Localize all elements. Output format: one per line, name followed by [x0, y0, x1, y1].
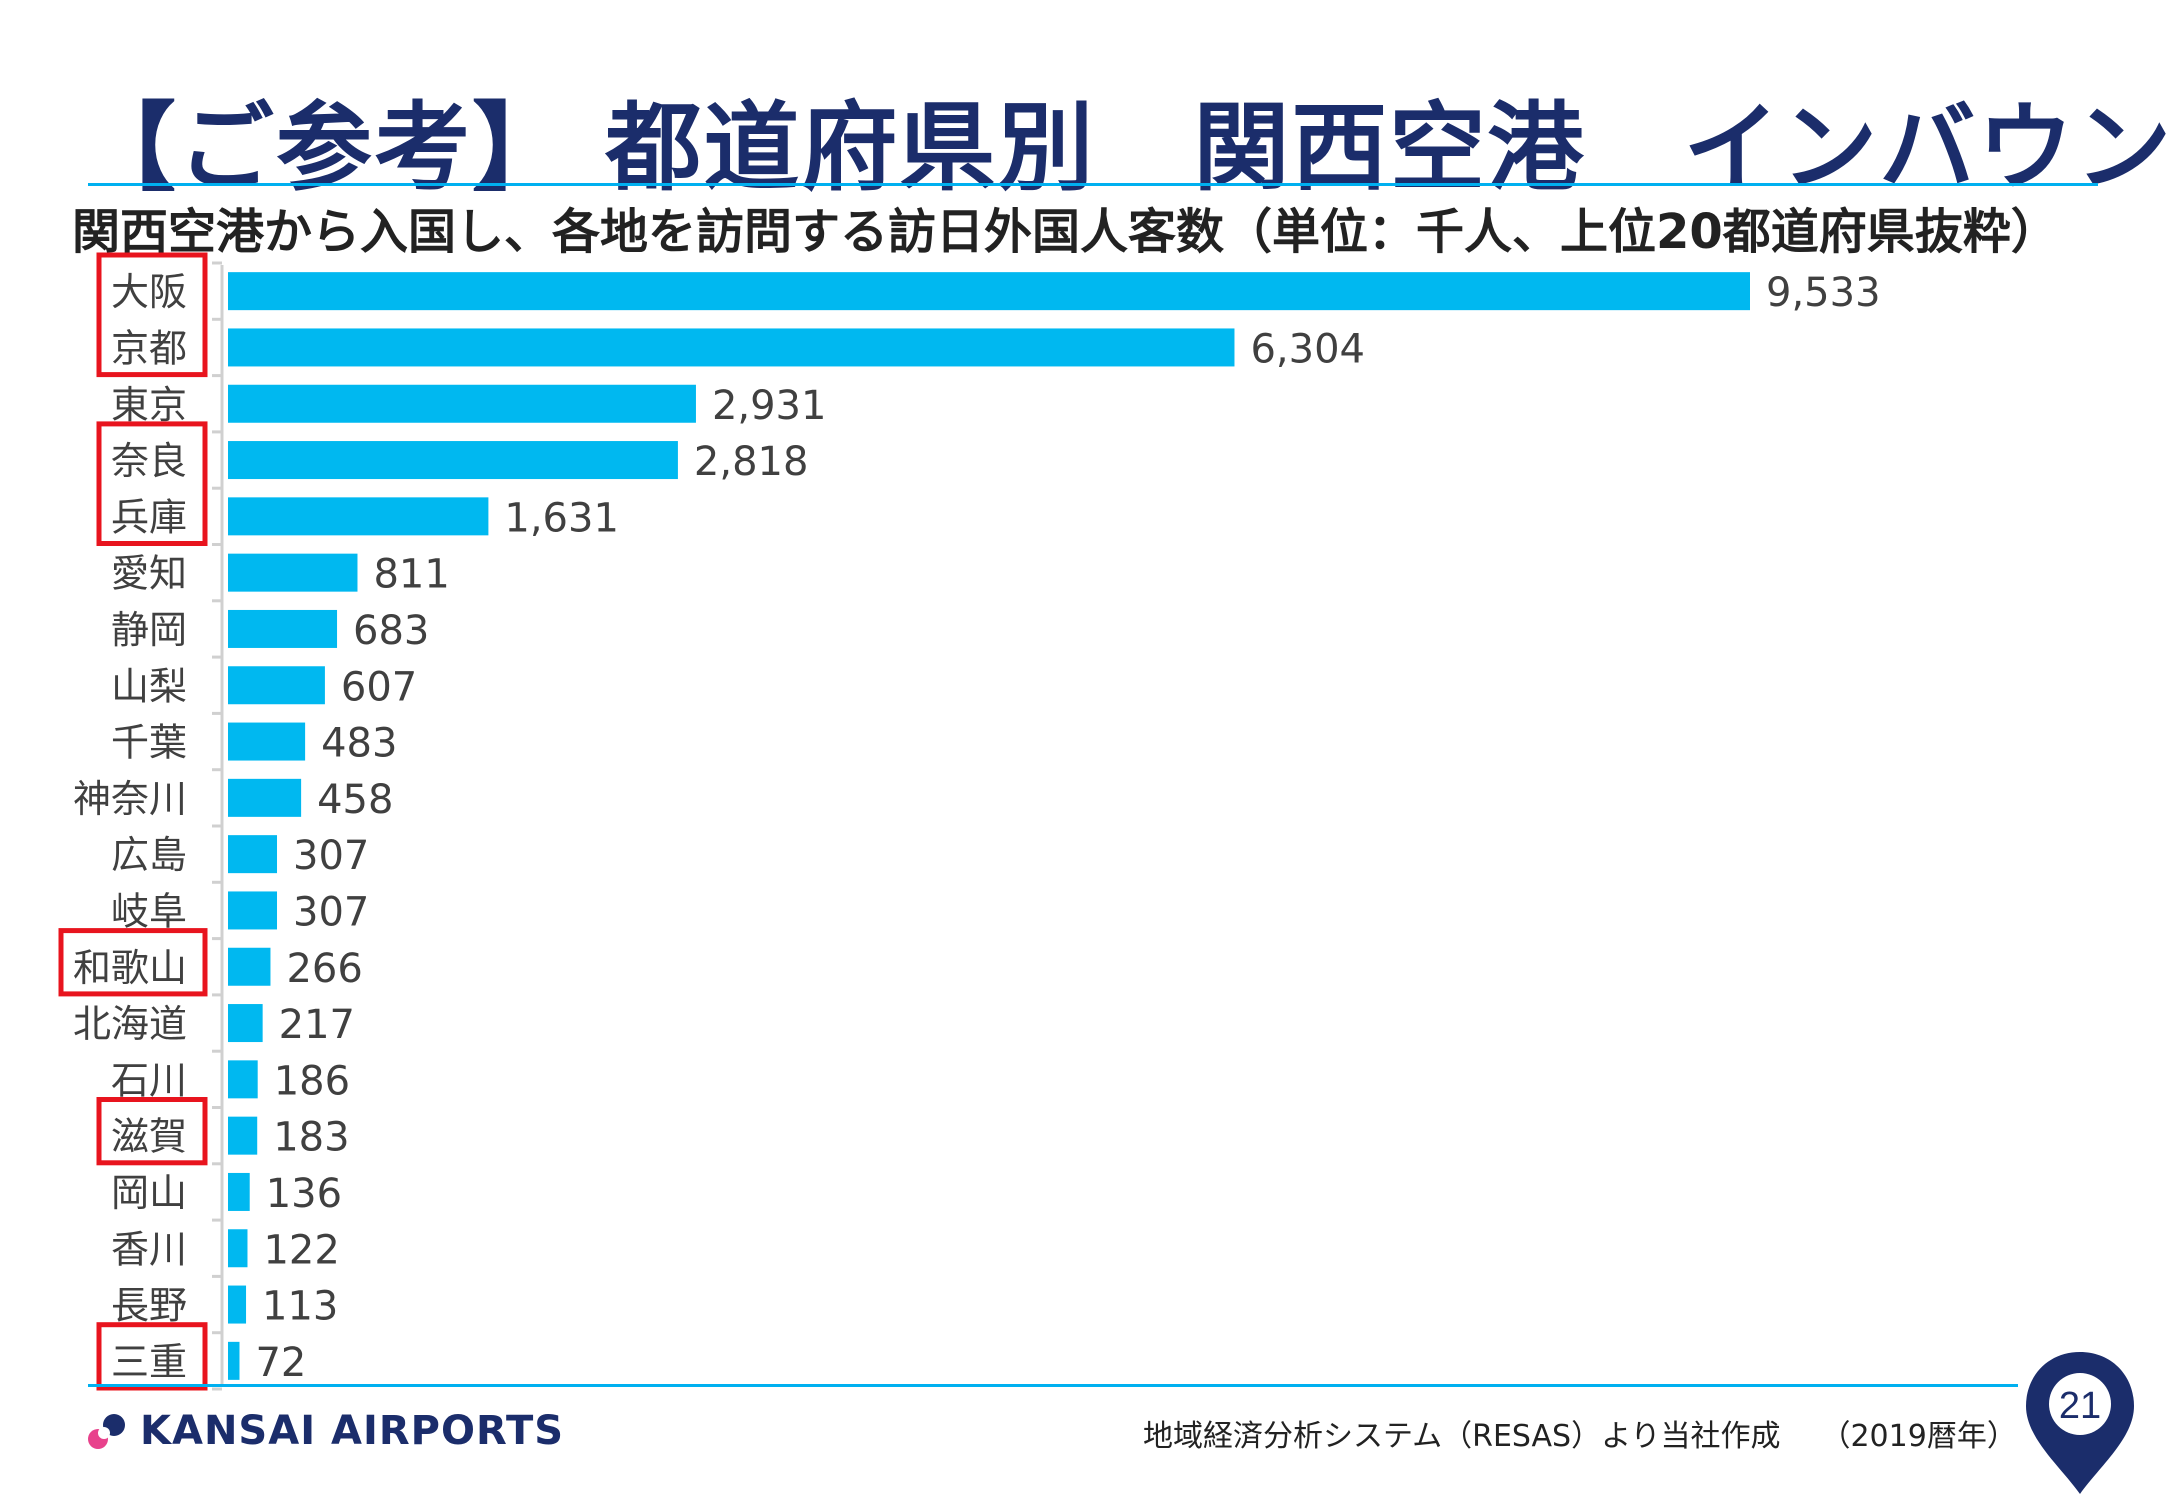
bar-北海道	[228, 1004, 263, 1043]
bar-滋賀	[228, 1116, 258, 1155]
source-year: （2019暦年）	[1820, 1419, 2017, 1454]
highlight-box	[96, 421, 208, 546]
bar-京都	[228, 328, 1235, 367]
logo-text: KANSAI AIRPORTS	[140, 1408, 565, 1454]
chart-subtitle: 関西空港から入国し、各地を訪問する訪日外国人客数（単位：千人、上位20都道府県抜…	[72, 204, 2059, 260]
bar-岡山	[228, 1172, 250, 1211]
value-label: 307	[293, 833, 369, 879]
category-label: 岡山	[111, 1171, 187, 1215]
bar-石川	[228, 1060, 258, 1099]
category-label: 長野	[111, 1284, 187, 1328]
category-label: 三重	[111, 1340, 187, 1384]
value-label: 186	[274, 1058, 350, 1104]
value-label: 122	[263, 1227, 339, 1273]
category-labels: 大阪京都東京奈良兵庫愛知静岡山梨千葉神奈川広島岐阜和歌山北海道石川滋賀岡山香川長…	[73, 270, 187, 1384]
kansai-airports-logo: KANSAI AIRPORTS	[86, 1408, 564, 1454]
category-label: 滋賀	[111, 1115, 187, 1159]
bar-神奈川	[228, 778, 302, 817]
category-label: 神奈川	[73, 777, 187, 821]
bar-大阪	[228, 272, 1750, 311]
value-label: 113	[262, 1284, 338, 1330]
bars	[228, 272, 1750, 1380]
category-label: 香川	[111, 1227, 187, 1271]
bar-香川	[228, 1229, 248, 1268]
highlight-box	[96, 1322, 208, 1391]
bar-三重	[228, 1341, 240, 1380]
highlight-box	[96, 252, 208, 378]
category-label: 山梨	[111, 664, 187, 708]
value-label: 6,304	[1250, 326, 1365, 372]
highlight-boxes	[58, 252, 208, 1391]
value-label: 217	[279, 1002, 355, 1048]
category-label: 京都	[111, 326, 187, 370]
value-label: 183	[273, 1115, 349, 1161]
category-label: 広島	[111, 833, 187, 877]
bar-東京	[228, 384, 696, 423]
value-label: 72	[255, 1340, 306, 1386]
category-label: 岐阜	[111, 889, 187, 933]
value-label: 307	[293, 889, 369, 935]
category-label: 兵庫	[111, 495, 187, 539]
page-number: 21	[2059, 1385, 2101, 1427]
value-label: 483	[321, 721, 397, 767]
bar-愛知	[228, 553, 358, 592]
bar-山梨	[228, 666, 325, 705]
category-label: 東京	[111, 383, 187, 427]
value-label: 458	[317, 777, 393, 823]
value-label: 136	[266, 1171, 342, 1217]
source-note: 地域経済分析システム（RESAS）より当社作成 （2019暦年）	[1143, 1411, 2017, 1455]
highlight-box	[58, 928, 208, 997]
page-number-pin-icon: 21	[2026, 1352, 2134, 1494]
footer-divider	[88, 1384, 2018, 1387]
category-label: 大阪	[111, 270, 187, 314]
logo-mark-icon	[88, 1414, 125, 1449]
category-label: 北海道	[73, 1002, 187, 1046]
bar-千葉	[228, 722, 306, 761]
bar-岐阜	[228, 891, 278, 930]
bar-広島	[228, 835, 278, 874]
category-label: 石川	[111, 1058, 187, 1102]
bar-兵庫	[228, 497, 489, 536]
source-text: 地域経済分析システム（RESAS）より当社作成	[1143, 1419, 1781, 1454]
value-label: 607	[341, 664, 417, 710]
value-label: 811	[373, 552, 449, 598]
value-labels: 9,533 6,304 2,931 2,818 1,631 811 683 607 483 458…	[255, 270, 1880, 1386]
category-label: 千葉	[111, 721, 187, 765]
bar-奈良	[228, 441, 678, 480]
category-label: 静岡	[111, 608, 187, 652]
bar-長野	[228, 1285, 247, 1324]
category-label: 和歌山	[73, 946, 187, 990]
value-label: 2,818	[694, 439, 809, 485]
y-axis-ticks	[212, 261, 222, 1391]
bar-静岡	[228, 609, 338, 648]
value-label: 266	[286, 946, 362, 992]
value-label: 2,931	[712, 383, 827, 429]
value-label: 683	[353, 608, 429, 654]
highlight-box	[96, 1097, 208, 1166]
bar-和歌山	[228, 947, 271, 986]
title-divider	[88, 183, 2098, 186]
value-label: 9,533	[1766, 270, 1881, 316]
category-label: 奈良	[111, 439, 187, 483]
category-label: 愛知	[111, 552, 187, 596]
value-label: 1,631	[504, 495, 619, 541]
